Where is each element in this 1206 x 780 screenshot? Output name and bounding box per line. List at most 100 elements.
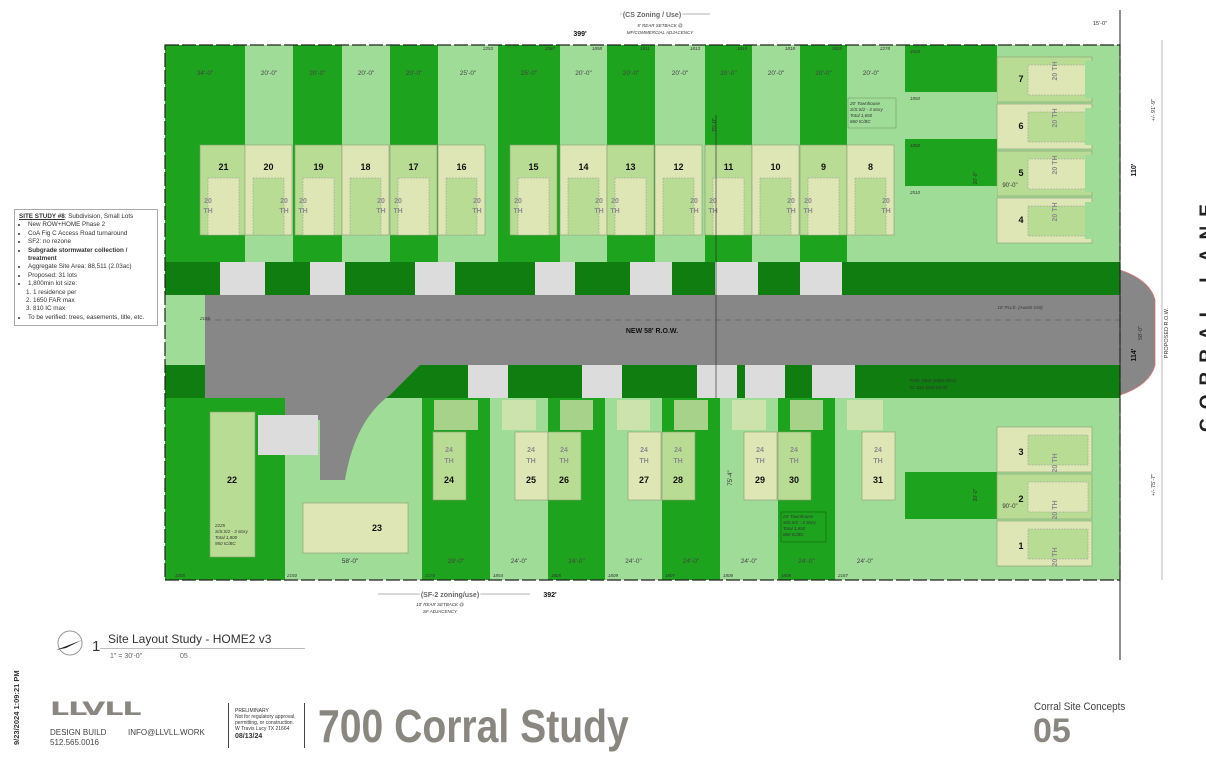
- lot-area: 2187: [837, 573, 849, 578]
- lot-area: 1815: [737, 46, 748, 51]
- townhouse-garage: [517, 177, 550, 236]
- unit-type: 20: [611, 198, 619, 205]
- unit-type: 20: [299, 198, 307, 205]
- unit-type: TH: [526, 458, 535, 465]
- email-link[interactable]: INFO@LLVLL.WORK: [128, 728, 205, 737]
- lot-width-dim: 24'-0": [568, 558, 585, 565]
- townhouse-footprint: [861, 431, 896, 501]
- top-setback-label: 5' REAR SETBACK @: [637, 23, 683, 28]
- row-flare: [1119, 269, 1156, 396]
- lot-width-dim: 34'-0": [197, 70, 214, 77]
- unit-type: 24: [527, 447, 535, 454]
- setback-dim: 15'-0": [1093, 21, 1107, 27]
- lot-width-dim: 24'-0": [625, 558, 642, 565]
- lot-area: 2520: [909, 49, 921, 54]
- driveway: [310, 262, 345, 295]
- townhouse-footprint: [209, 411, 256, 558]
- lot-number: 21: [218, 162, 228, 172]
- unit-type: TH: [689, 208, 698, 215]
- lot-note: 860 IC/BC: [783, 532, 805, 537]
- townhouse-garage: [854, 177, 887, 236]
- townhouse-garage: [1027, 205, 1089, 237]
- unit-type: TH: [444, 458, 453, 465]
- lot-number: 19: [313, 162, 323, 172]
- unit-type: 20: [473, 198, 481, 205]
- lot-area: 3255: [175, 573, 186, 578]
- townhouse-garage: [445, 177, 478, 236]
- lot-note: 950 IC/BC: [215, 541, 237, 546]
- lot-note: S/S:S/2 - 3 story: [215, 529, 249, 534]
- lot-area: 1811: [640, 46, 650, 51]
- lot-note: 860 IC/BC: [850, 119, 872, 124]
- note-item: Subgrade stormwater collection / treatme…: [28, 247, 153, 264]
- townhouse-garage: [662, 177, 695, 236]
- unit-type: TH: [673, 458, 682, 465]
- driveway: [812, 365, 855, 398]
- frontage-dim: 114': [1131, 348, 1138, 361]
- lot-width-dim: 20'-0": [309, 70, 326, 77]
- lot-width-dim: 24'-0": [857, 558, 874, 565]
- townhouse-garage: [614, 177, 647, 236]
- driveway: [697, 365, 737, 398]
- townhouse-garage: [302, 177, 335, 236]
- lot-number: 25: [526, 475, 536, 485]
- unit-type: 20 TH: [1052, 453, 1059, 472]
- design-build-label: DESIGN BUILD: [50, 728, 107, 737]
- unit-type: 24: [790, 447, 798, 454]
- lot-width-dim: 20'-0": [815, 70, 832, 77]
- lot-number: 30: [789, 475, 799, 485]
- lot-number: 5: [1018, 168, 1023, 178]
- far-note: IC: 810 (810 MAX): [910, 385, 948, 390]
- lot-number: 23: [372, 523, 382, 533]
- townhouse-footprint: [547, 431, 582, 501]
- townhouse-footprint: [514, 431, 549, 501]
- street-name: CORRAL LANE: [1197, 195, 1206, 432]
- lot-number: 8: [868, 162, 873, 172]
- unit-type: 20: [280, 198, 288, 205]
- road-label: NEW 58' R.O.W.: [626, 328, 678, 335]
- lot-width-dim: 25'-0": [460, 70, 477, 77]
- lot-frontage: [1085, 202, 1120, 239]
- townhouse-garage: [807, 177, 840, 236]
- lot-width-dim: 20'-0": [768, 70, 785, 77]
- notes-title: SITE STUDY #8: [19, 213, 65, 220]
- lot-note-box: [780, 511, 827, 543]
- lot-area: 2253: [482, 46, 494, 51]
- lot-area: 2267: [544, 46, 556, 51]
- lot-width-dim: 20'-0": [358, 70, 375, 77]
- unit-type: 20: [514, 198, 522, 205]
- phone-number: 512.565.0016: [50, 738, 99, 747]
- lot-depth-dim: 90'-0": [1002, 183, 1017, 189]
- far-note: FAR: 1650 (1650 MAX): [910, 378, 957, 383]
- llvll-logo: LLVLL: [50, 698, 142, 720]
- driveway: [582, 365, 622, 398]
- unit-type: 20: [690, 198, 698, 205]
- driveway: [715, 262, 758, 295]
- unit-type: 24: [445, 447, 453, 454]
- lot-area: 1813: [690, 46, 701, 51]
- lot-note: 24' Townhouse: [782, 514, 813, 519]
- unit-type: 24: [874, 447, 882, 454]
- unit-type: TH: [881, 208, 890, 215]
- unit-type: TH: [513, 208, 522, 215]
- townhouse-rear: [674, 400, 708, 430]
- lot-area: 2166: [199, 316, 211, 321]
- lot-width-dim: 20'-0": [406, 70, 423, 77]
- turnaround: [205, 365, 420, 480]
- lot-yard: [905, 139, 997, 186]
- prelim-line: PRELIMINARY: [235, 708, 269, 714]
- lot-depth-dim: 75'-0": [712, 118, 718, 132]
- unit-type: TH: [873, 458, 882, 465]
- prelim-line: W Travis Lucy TX 21664: [235, 726, 290, 732]
- unit-type: 20 TH: [1052, 500, 1059, 519]
- townhouse-rear: [732, 400, 766, 430]
- bottom-zoning-label: (SF-2 zoning/use): [421, 592, 479, 599]
- lot-width-dim: 20'-0": [973, 488, 979, 501]
- lot-note: 20' Townhouse: [849, 101, 880, 106]
- project-title: 700 Corral Study: [318, 700, 629, 752]
- lot-area: 1805: [551, 573, 562, 578]
- bottom-adjacency-label: SF ADJACENCY: [423, 609, 458, 614]
- lot-number: 14: [578, 162, 588, 172]
- lot-area: 2278: [879, 46, 891, 51]
- drawing-sheet-ref: 05: [180, 653, 188, 660]
